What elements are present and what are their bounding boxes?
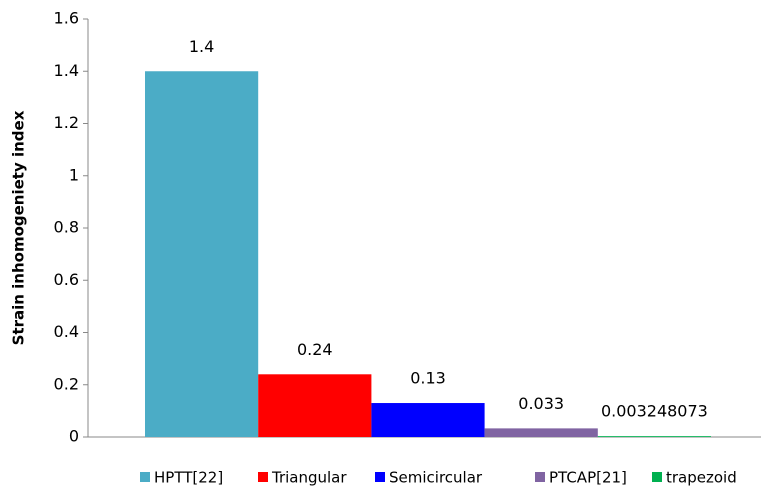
data-label: 0.033 bbox=[518, 394, 564, 413]
bar bbox=[258, 374, 372, 437]
legend-swatch bbox=[535, 472, 545, 482]
legend-swatch bbox=[258, 472, 268, 482]
y-tick-label: 1 bbox=[69, 165, 79, 184]
y-tick-label: 0.4 bbox=[54, 322, 79, 341]
y-tick-label: 0.6 bbox=[54, 270, 79, 289]
data-label: 0.003248073 bbox=[601, 402, 708, 421]
legend-swatch bbox=[375, 472, 385, 482]
y-axis-title: Strain inhomogeniety index bbox=[10, 110, 28, 345]
y-tick-label: 0.8 bbox=[54, 218, 79, 237]
y-tick-label: 1.6 bbox=[54, 9, 79, 28]
legend-text: trapezoid bbox=[666, 469, 737, 487]
bar bbox=[484, 428, 598, 437]
y-tick-label: 1.2 bbox=[54, 113, 79, 132]
data-label: 0.24 bbox=[297, 340, 333, 359]
data-label: 1.4 bbox=[189, 37, 214, 56]
legend-text: Semicircular bbox=[389, 469, 483, 487]
y-tick-label: 0 bbox=[69, 427, 79, 446]
legend-text: Triangular bbox=[271, 469, 347, 487]
legend-swatch bbox=[140, 472, 150, 482]
legend-text: HPTT[22] bbox=[154, 469, 223, 487]
bar bbox=[597, 436, 711, 437]
y-tick-label: 0.2 bbox=[54, 374, 79, 393]
legend-swatch bbox=[652, 472, 662, 482]
bar bbox=[371, 403, 485, 437]
bar bbox=[145, 71, 259, 437]
data-label: 0.13 bbox=[410, 369, 446, 388]
y-tick-label: 1.4 bbox=[54, 61, 79, 80]
legend-text: PTCAP[21] bbox=[549, 469, 627, 487]
